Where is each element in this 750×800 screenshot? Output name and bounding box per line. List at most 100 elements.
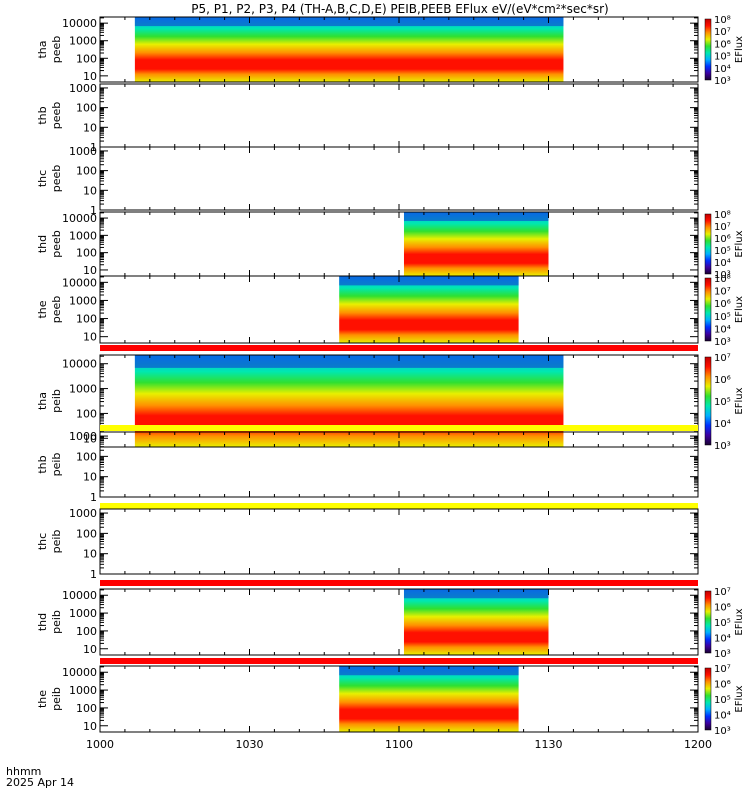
panel-frame bbox=[99, 83, 699, 148]
colorbar-tick-label: 10⁵ bbox=[714, 618, 731, 629]
y-tick-label: 100 bbox=[76, 702, 97, 715]
y-tick-label: 10 bbox=[83, 184, 97, 197]
quality-bar bbox=[100, 658, 698, 664]
colorbar-tick-label: 10⁴ bbox=[714, 634, 731, 645]
colorbar-tick-label: 10³ bbox=[714, 270, 731, 281]
y-axis-label-species: peeb bbox=[50, 165, 63, 193]
colorbar bbox=[704, 277, 712, 342]
panel-frame bbox=[99, 211, 699, 277]
panel-thd-peeb: 10 100 1000 10000 thd peeb 10³10⁴10⁵10⁶10⁷10⁸E… bbox=[36, 210, 745, 281]
panel-frame bbox=[99, 508, 699, 575]
colorbar-tick-label: 10⁷ bbox=[714, 27, 731, 38]
y-axis-label-probe: tha bbox=[36, 40, 49, 58]
colorbar-tick-label: 10³ bbox=[714, 76, 731, 87]
colorbar-tick-label: 10⁴ bbox=[714, 64, 731, 75]
y-tick-label: 1000 bbox=[69, 607, 97, 620]
colorbar-label: EFlux bbox=[734, 608, 745, 635]
colorbar-label: EFlux bbox=[734, 387, 745, 414]
y-tick-label: 10 bbox=[83, 720, 97, 733]
y-tick-label: 100 bbox=[76, 450, 97, 463]
y-tick-label: 10000 bbox=[62, 358, 97, 371]
panel-thc-peib: 1 10 100 1000 thc peib bbox=[36, 503, 699, 581]
colorbar-tick-label: 10⁷ bbox=[714, 287, 731, 298]
y-tick-label: 10000 bbox=[62, 276, 97, 289]
y-axis-label-probe: thb bbox=[36, 106, 49, 124]
panel-frame bbox=[99, 588, 699, 656]
colorbar-label: EFlux bbox=[734, 685, 745, 712]
y-tick-label: 10000 bbox=[62, 589, 97, 602]
y-tick-label: 10 bbox=[83, 121, 97, 134]
y-axis-label-species: peib bbox=[50, 687, 63, 711]
x-tick-label: 1030 bbox=[236, 738, 264, 751]
colorbar bbox=[704, 18, 712, 81]
y-axis-label-probe: thd bbox=[36, 235, 49, 253]
y-axis-label-probe: thc bbox=[36, 533, 49, 550]
colorbar-tick-label: 10⁸ bbox=[714, 15, 731, 26]
colorbar-tick-label: 10⁸ bbox=[714, 210, 731, 221]
spectrogram-block bbox=[403, 212, 549, 276]
colorbar-tick-label: 10⁵ bbox=[714, 312, 731, 323]
panel-tha-peib: 10 100 1000 10000 tha peib 10³ 10⁴ 10⁵ 10⁶ 10⁷ EFlu… bbox=[36, 345, 745, 452]
colorbar-tick-label: 10⁵ bbox=[714, 52, 731, 63]
colorbar-tick-label: 10⁵ bbox=[714, 695, 731, 706]
y-tick-label: 10000 bbox=[62, 17, 97, 30]
y-tick-label: 1000 bbox=[69, 507, 97, 520]
colorbar-tick-label: 10⁶ bbox=[714, 375, 731, 386]
x-tick-label: 1200 bbox=[684, 738, 712, 751]
colorbar-tick-label: 10⁴ bbox=[714, 324, 731, 335]
y-axis-label-species: peeb bbox=[50, 102, 63, 130]
panel-thd-peib: 10 100 1000 10000 thd peib 10³ 10⁴ 10⁵ 10⁶ 10⁷EFlu… bbox=[36, 580, 745, 660]
date-label: 2025 Apr 14 bbox=[6, 776, 74, 789]
quality-bar bbox=[100, 345, 698, 351]
y-tick-label: 10 bbox=[83, 548, 97, 561]
spectrogram-block bbox=[403, 589, 549, 655]
y-tick-label: 10000 bbox=[62, 212, 97, 225]
colorbar-tick-label: 10⁶ bbox=[714, 299, 731, 310]
y-axis-label-species: peeb bbox=[50, 36, 63, 64]
y-axis-label-probe: thd bbox=[36, 613, 49, 631]
y-axis-label-species: peib bbox=[50, 530, 63, 554]
colorbar-label: EFlux bbox=[734, 230, 745, 257]
y-axis-label-species: peib bbox=[50, 389, 63, 413]
y-tick-label: 100 bbox=[76, 247, 97, 260]
y-tick-label: 1000 bbox=[69, 294, 97, 307]
y-tick-label: 1000 bbox=[69, 430, 97, 443]
panel-the-peib: 10 100 1000 10000 the peib 10³ 10⁴ 10⁵ 10⁶ 10⁷EFlu… bbox=[36, 658, 745, 737]
y-axis-label-species: peeb bbox=[50, 296, 63, 324]
colorbar bbox=[704, 356, 712, 446]
panel-frame bbox=[99, 146, 699, 211]
spectrogram-block bbox=[339, 666, 519, 732]
y-tick-label: 1000 bbox=[69, 145, 97, 158]
y-axis-label-probe: the bbox=[36, 300, 49, 318]
y-tick-label: 1000 bbox=[69, 684, 97, 697]
y-tick-label: 100 bbox=[76, 527, 97, 540]
time-format-label: hhmm bbox=[6, 765, 41, 778]
x-tick-label: 1130 bbox=[535, 738, 563, 751]
x-tick-label: 1000 bbox=[86, 738, 114, 751]
y-tick-label: 100 bbox=[76, 407, 97, 420]
low-flux-band bbox=[339, 666, 519, 676]
low-flux-band bbox=[134, 355, 564, 368]
low-flux-band bbox=[403, 589, 549, 599]
colorbar-tick-label: 10⁶ bbox=[714, 234, 731, 245]
colorbar-tick-label: 10³ bbox=[714, 726, 731, 737]
y-tick-label: 1 bbox=[90, 491, 97, 504]
time-axis: 1000 1030 1100 1130 1200 bbox=[86, 738, 712, 751]
y-tick-label: 100 bbox=[76, 625, 97, 638]
y-axis-label-probe: thb bbox=[36, 455, 49, 473]
colorbar-tick-label: 10³ bbox=[714, 649, 731, 660]
y-tick-label: 100 bbox=[76, 52, 97, 65]
colorbar-tick-label: 10⁶ bbox=[714, 603, 731, 614]
y-axis-label-probe: the bbox=[36, 690, 49, 708]
colorbar-tick-label: 10⁴ bbox=[714, 711, 731, 722]
y-tick-label: 100 bbox=[76, 165, 97, 178]
y-tick-label: 1 bbox=[90, 141, 97, 154]
y-tick-label: 100 bbox=[76, 102, 97, 115]
y-tick-label: 10000 bbox=[62, 666, 97, 679]
colorbar-tick-label: 10⁵ bbox=[714, 397, 731, 408]
y-tick-label: 1 bbox=[90, 568, 97, 581]
colorbar-tick-label: 10⁶ bbox=[714, 39, 731, 50]
